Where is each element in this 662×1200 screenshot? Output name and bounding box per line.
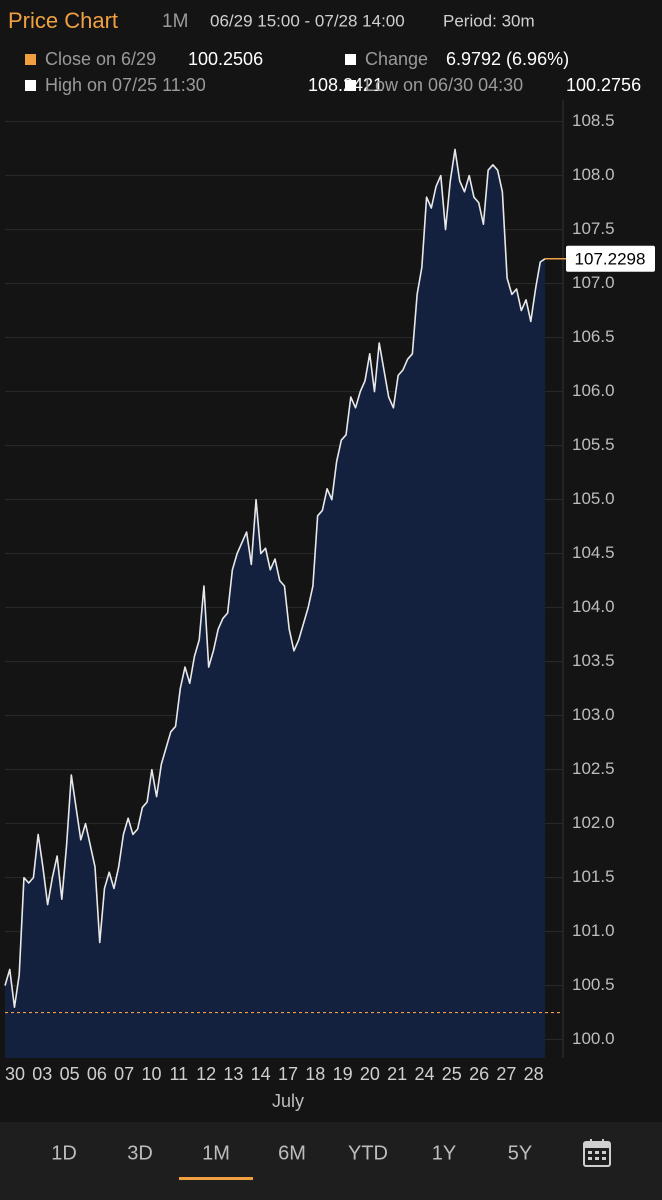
stat-value: 6.9792 (6.96%) [446,49,569,69]
stat-label: Low on 06/30 04:30 [365,75,523,95]
range-tab[interactable]: 1M [202,1142,230,1164]
stat-marker [25,80,36,91]
last-value-label: 107.2298 [575,249,646,268]
range-tab[interactable]: 3D [127,1142,153,1164]
y-tick-label: 102.0 [572,813,615,832]
range-tab[interactable]: 1D [51,1142,77,1164]
calendar-ring [602,1139,604,1144]
x-tick-label: 27 [496,1064,516,1084]
x-tick-label: 14 [251,1064,271,1084]
y-tick-label: 108.5 [572,111,615,130]
x-tick-label: 05 [60,1064,80,1084]
x-tick-label: 13 [223,1064,243,1084]
chart-title: Price Chart [8,8,118,33]
y-tick-label: 103.5 [572,651,615,670]
last-value-box [566,245,655,272]
stats: Close on 6/29 100.2506 Change 6.9792 (6.96%… [25,49,641,95]
x-axis-label: July [272,1091,304,1111]
y-tick-label: 104.0 [572,597,615,616]
y-tick-label: 104.5 [572,543,615,562]
x-tick-label: 06 [87,1064,107,1084]
range-tab[interactable]: 6M [278,1142,306,1164]
y-tick-label: 101.5 [572,867,615,886]
calendar-icon[interactable] [583,1139,611,1167]
y-tick-label: 102.5 [572,759,615,778]
stat-value: 100.2506 [188,49,263,69]
stat-marker [345,54,356,65]
tab-bar [0,1122,662,1200]
date-range: 06/29 15:00 - 07/28 14:00 [210,11,405,30]
tabs: 1D 3D 1M 6M YTD 1Y 5Y [51,1142,532,1180]
stat-label: Close on 6/29 [45,49,156,69]
y-tick-label: 105.5 [572,435,615,454]
y-tick-label: 108.0 [572,165,615,184]
x-tick-label: 18 [305,1064,325,1084]
x-tick-label: 03 [32,1064,52,1084]
range-tab[interactable]: 5Y [508,1142,532,1164]
y-tick-label: 105.0 [572,489,615,508]
area [5,149,545,1058]
calendar-cells [588,1151,606,1160]
stat-marker [25,54,36,65]
x-tick-label: 19 [333,1064,353,1084]
x-tick-label: 24 [414,1064,434,1084]
y-tick-label: 100.5 [572,975,615,994]
stat-marker [345,80,356,91]
x-tick-label: 28 [524,1064,544,1084]
y-tick-label: 107.0 [572,273,615,292]
x-tick-label: 10 [141,1064,161,1084]
price-line [4,148,546,1009]
range-tab[interactable]: YTD [348,1142,388,1164]
stat-value: 100.2756 [566,75,641,95]
x-tick-label: 25 [442,1064,462,1084]
range-tab[interactable]: 1Y [432,1142,456,1164]
x-tick-label: 12 [196,1064,216,1084]
x-tick-label: 30 [5,1064,25,1084]
x-tick-label: 20 [360,1064,380,1084]
y-tick-label: 106.5 [572,327,615,346]
range-label: 1M [162,11,188,32]
plot: 100.0 100.5 101.0 101.5 102.0 102.5 103.0 103.5… [4,100,655,1111]
x-tick-label: 11 [169,1064,188,1084]
x-tick-label: 26 [469,1064,489,1084]
active-tab-underline [179,1177,253,1180]
calendar-top [584,1142,610,1148]
x-tick-label: 07 [114,1064,134,1084]
y-tick-label: 103.0 [572,705,615,724]
calendar-ring [590,1139,592,1144]
stat-label: Change [365,49,428,69]
y-tick-label: 100.0 [572,1029,615,1048]
y-tick-label: 106.0 [572,381,615,400]
y-tick-label: 101.0 [572,921,615,940]
stat-label: High on 07/25 11:30 [45,75,206,95]
y-tick-label: 107.5 [572,219,615,238]
x-tick-label: 21 [387,1064,407,1084]
x-tick-label: 17 [278,1064,298,1084]
period: Period: 30m [443,11,535,30]
